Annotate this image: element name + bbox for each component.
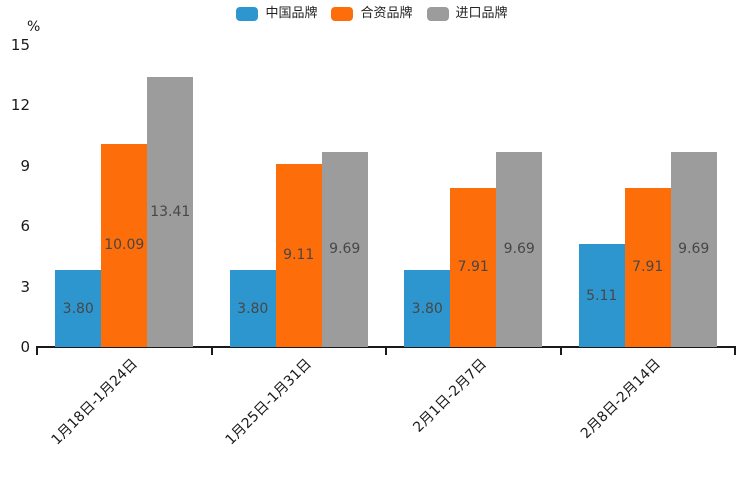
- bar-value-label: 3.80: [411, 300, 443, 317]
- legend: 中国品牌 合资品牌 进口品牌: [0, 6, 744, 22]
- legend-item-label: 中国品牌: [265, 6, 318, 21]
- bar-进口品牌-2: [321, 151, 368, 347]
- bar-中国品牌-3: [404, 270, 451, 347]
- x-axis-category-label: 1月25日-1月31日: [222, 356, 316, 449]
- legend-item-label: 合资品牌: [360, 6, 413, 21]
- y-axis-tick-label: 0: [20, 338, 30, 356]
- legend-item-2[interactable]: 合资品牌: [331, 6, 413, 22]
- bar-进口品牌-3: [496, 151, 543, 347]
- x-axis-category-label: 2月1日-2月7日: [409, 356, 490, 436]
- x-axis-tick-mark: [734, 347, 736, 355]
- bar-value-label: 10.09: [104, 237, 145, 254]
- bar-合资品牌-2: [275, 163, 322, 347]
- legend-item-3[interactable]: 进口品牌: [426, 6, 508, 22]
- bar-value-label: 9.69: [329, 241, 361, 258]
- y-axis-tick-label: 12: [10, 96, 30, 115]
- legend-marker-icon: [331, 7, 354, 21]
- bar-value-label: 7.91: [632, 259, 664, 276]
- bar-value-label: 9.69: [678, 241, 710, 258]
- legend-marker-icon: [236, 7, 259, 21]
- bar-中国品牌-4: [578, 244, 625, 347]
- x-axis-category-label: 2月8日-2月14日: [578, 356, 665, 442]
- bar-value-label: 7.91: [457, 259, 489, 276]
- y-axis-unit-label: %: [27, 19, 41, 35]
- legend-item-1[interactable]: 中国品牌: [236, 6, 317, 22]
- bar-进口品牌-4: [670, 151, 717, 347]
- bar-中国品牌-1: [55, 270, 102, 347]
- y-axis-tick-label: 15: [10, 36, 30, 54]
- bar-合资品牌-1: [101, 143, 148, 347]
- y-axis-tick-label: 9: [20, 156, 30, 175]
- bar-合资品牌-3: [450, 187, 497, 347]
- x-axis-tick-mark: [36, 347, 38, 355]
- legend-item-label: 进口品牌: [455, 6, 508, 21]
- x-axis-tick-mark: [210, 347, 213, 355]
- bar-合资品牌-4: [624, 187, 671, 347]
- bar-进口品牌-1: [147, 77, 194, 347]
- bar-中国品牌-2: [229, 270, 276, 347]
- y-axis-tick-label: 3: [20, 277, 30, 296]
- x-axis-tick-mark: [559, 347, 562, 355]
- bar-value-label: 13.41: [150, 204, 191, 220]
- x-axis-category-label: 1月18日-1月24日: [48, 356, 141, 449]
- y-axis-tick-label: 6: [20, 217, 30, 236]
- bar-value-label: 9.11: [283, 247, 315, 264]
- bar-value-label: 3.80: [62, 300, 94, 317]
- legend-marker-icon: [426, 7, 449, 21]
- bar-value-label: 3.80: [237, 300, 269, 317]
- bar-value-label: 5.11: [586, 287, 618, 304]
- bar-value-label: 9.69: [503, 241, 535, 258]
- x-axis-tick-mark: [385, 347, 387, 355]
